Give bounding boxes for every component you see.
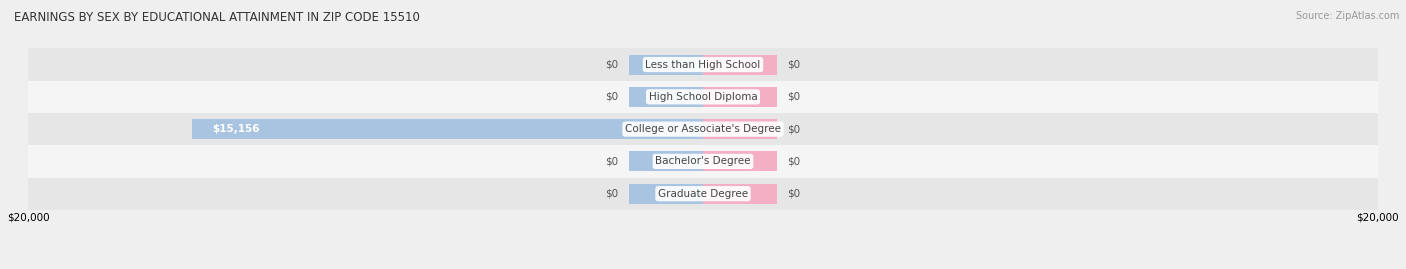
Bar (703, 151, 778, 171)
Text: $0: $0 (787, 92, 800, 102)
Text: $0: $0 (787, 59, 800, 70)
Text: EARNINGS BY SEX BY EDUCATIONAL ATTAINMENT IN ZIP CODE 15510: EARNINGS BY SEX BY EDUCATIONAL ATTAINMEN… (14, 11, 420, 24)
Text: Bachelor's Degree: Bachelor's Degree (655, 156, 751, 167)
Bar (703, 87, 778, 107)
Bar (28, 48, 1378, 81)
Text: $0: $0 (606, 156, 619, 167)
Bar (28, 113, 1378, 145)
Text: $15,156: $15,156 (212, 124, 259, 134)
Bar (703, 119, 778, 139)
Text: $0: $0 (606, 59, 619, 70)
Bar (191, 119, 703, 139)
Text: College or Associate's Degree: College or Associate's Degree (626, 124, 780, 134)
Text: Less than High School: Less than High School (645, 59, 761, 70)
Text: $0: $0 (606, 189, 619, 199)
Bar (628, 87, 703, 107)
Text: $0: $0 (787, 189, 800, 199)
Bar (28, 81, 1378, 113)
Bar (628, 151, 703, 171)
Text: High School Diploma: High School Diploma (648, 92, 758, 102)
Text: Graduate Degree: Graduate Degree (658, 189, 748, 199)
Bar (703, 55, 778, 75)
Text: Source: ZipAtlas.com: Source: ZipAtlas.com (1295, 11, 1399, 21)
Bar (628, 184, 703, 204)
Bar (703, 184, 778, 204)
Text: $0: $0 (787, 156, 800, 167)
Text: $0: $0 (787, 124, 800, 134)
Bar (628, 55, 703, 75)
Bar (28, 145, 1378, 178)
Text: $0: $0 (606, 92, 619, 102)
Bar (28, 178, 1378, 210)
